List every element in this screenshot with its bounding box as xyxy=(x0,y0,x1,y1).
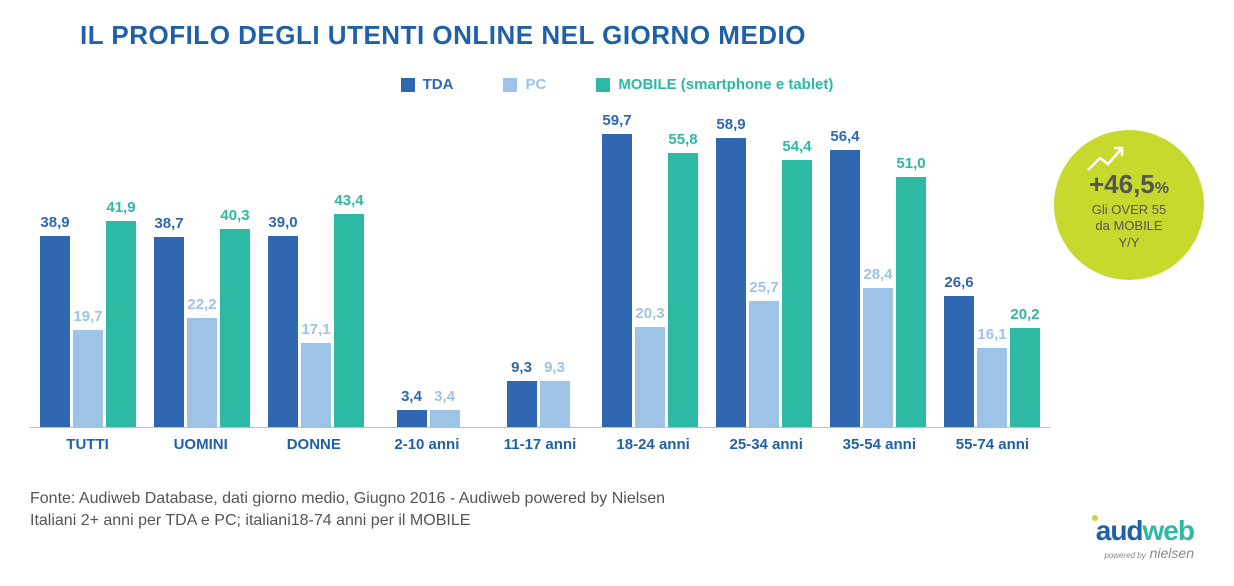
legend-item: MOBILE (smartphone e tablet) xyxy=(596,76,833,93)
bar-value-label: 43,4 xyxy=(334,192,363,209)
bar-value-label: 28,4 xyxy=(863,266,892,283)
legend-item: PC xyxy=(503,76,546,93)
bar-group: 39,017,143,4 xyxy=(268,108,364,427)
bar-chart: 38,919,741,938,722,240,339,017,143,43,43… xyxy=(30,108,1050,428)
bar-group: 9,39,3 xyxy=(492,108,584,427)
bar: 39,0 xyxy=(268,236,298,427)
x-axis-label: UOMINI xyxy=(153,436,248,453)
bar: 3,4 xyxy=(397,410,427,427)
legend-item: TDA xyxy=(401,76,454,93)
bar: 20,2 xyxy=(1010,328,1040,427)
bar-value-label: 40,3 xyxy=(220,207,249,224)
chart-title: IL PROFILO DEGLI UTENTI ONLINE NEL GIORN… xyxy=(80,20,1204,51)
bar: 16,1 xyxy=(977,348,1007,427)
bar-value-label: 58,9 xyxy=(716,116,745,133)
x-axis-label: 2-10 anni xyxy=(379,436,474,453)
logo: audweb powered by nielsen xyxy=(1092,515,1194,561)
source-text: Fonte: Audiweb Database, dati giorno med… xyxy=(30,488,1204,533)
bar-value-label: 20,3 xyxy=(635,305,664,322)
bar: 55,8 xyxy=(668,153,698,427)
bar-value-label: 25,7 xyxy=(749,279,778,296)
bar-group: 56,428,451,0 xyxy=(830,108,926,427)
bar: 26,6 xyxy=(944,296,974,427)
x-axis-label: 11-17 anni xyxy=(492,436,587,453)
bar: 28,4 xyxy=(863,288,893,427)
bar-value-label: 17,1 xyxy=(301,321,330,338)
legend-swatch xyxy=(596,78,610,92)
bar-value-label: 56,4 xyxy=(830,128,859,145)
bar: 51,0 xyxy=(896,177,926,427)
bar-value-label: 38,7 xyxy=(154,215,183,232)
bar: 19,7 xyxy=(73,330,103,427)
legend-label: MOBILE (smartphone e tablet) xyxy=(618,76,833,93)
bar-group: 3,43,4 xyxy=(382,108,474,427)
bar-value-label: 41,9 xyxy=(106,199,135,216)
bar: 22,2 xyxy=(187,318,217,427)
bar-value-label: 51,0 xyxy=(896,155,925,172)
callout-badge: +46,5% Gli OVER 55 da MOBILE Y/Y xyxy=(1054,130,1204,280)
bar-value-label: 26,6 xyxy=(944,274,973,291)
bar-value-label: 22,2 xyxy=(187,296,216,313)
x-axis-label: 18-24 anni xyxy=(606,436,701,453)
bar: 25,7 xyxy=(749,301,779,427)
bar-group: 58,925,754,4 xyxy=(716,108,812,427)
bar: 38,7 xyxy=(154,237,184,427)
legend-swatch xyxy=(401,78,415,92)
bar: 9,3 xyxy=(540,381,570,427)
x-axis-label: 35-54 anni xyxy=(832,436,927,453)
bar: 59,7 xyxy=(602,134,632,427)
bar-value-label: 59,7 xyxy=(602,112,631,129)
bar: 54,4 xyxy=(782,160,812,427)
bar-value-label: 38,9 xyxy=(40,214,69,231)
bar-value-label: 54,4 xyxy=(782,138,811,155)
bar-value-label: 16,1 xyxy=(977,326,1006,343)
bar-group: 38,919,741,9 xyxy=(40,108,136,427)
bar-group: 38,722,240,3 xyxy=(154,108,250,427)
x-axis-label: 25-34 anni xyxy=(719,436,814,453)
bar-value-label: 20,2 xyxy=(1010,306,1039,323)
x-axis-label: 55-74 anni xyxy=(945,436,1040,453)
bar-group: 26,616,120,2 xyxy=(944,108,1040,427)
bar: 43,4 xyxy=(334,214,364,427)
bar: 58,9 xyxy=(716,138,746,427)
callout-text: Gli OVER 55 da MOBILE Y/Y xyxy=(1092,202,1166,251)
bar: 20,3 xyxy=(635,327,665,427)
bar: 40,3 xyxy=(220,229,250,427)
x-axis-label: TUTTI xyxy=(40,436,135,453)
x-axis: TUTTI UOMINI DONNE 2-10 anni 11-17 anni 18-24… xyxy=(30,428,1050,453)
bar: 41,9 xyxy=(106,221,136,427)
bar-value-label: 3,4 xyxy=(401,388,422,405)
bar: 9,3 xyxy=(507,381,537,427)
bar: 56,4 xyxy=(830,150,860,427)
legend-label: PC xyxy=(525,76,546,93)
trend-up-icon xyxy=(1086,144,1126,174)
bar-group: 59,720,355,8 xyxy=(602,108,698,427)
legend: TDA PC MOBILE (smartphone e tablet) xyxy=(30,76,1204,93)
bar-value-label: 39,0 xyxy=(268,214,297,231)
bar: 3,4 xyxy=(430,410,460,427)
legend-swatch xyxy=(503,78,517,92)
bar-value-label: 19,7 xyxy=(73,308,102,325)
legend-label: TDA xyxy=(423,76,454,93)
bar-value-label: 55,8 xyxy=(668,131,697,148)
bar-value-label: 9,3 xyxy=(544,359,565,376)
x-axis-label: DONNE xyxy=(266,436,361,453)
bar-value-label: 9,3 xyxy=(511,359,532,376)
bar-value-label: 3,4 xyxy=(434,388,455,405)
bar: 17,1 xyxy=(301,343,331,427)
bar: 38,9 xyxy=(40,236,70,427)
